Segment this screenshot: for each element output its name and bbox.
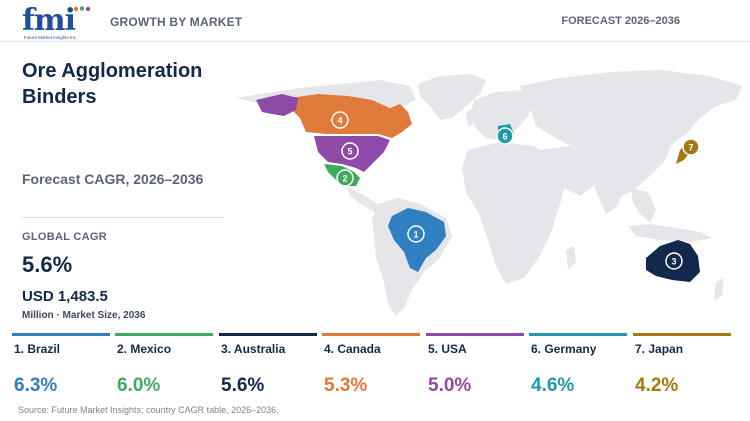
card-country-name: 4. Canada bbox=[324, 342, 381, 356]
card-country-name: 1. Brazil bbox=[14, 342, 61, 356]
source-note: Source: Future Market Insights; country … bbox=[18, 405, 279, 415]
country-cards: 1. Brazil 6.3% 2. Mexico 6.0% 3. Austral… bbox=[12, 333, 736, 403]
card-germany[interactable]: 6. Germany 4.6% bbox=[529, 333, 627, 403]
marker-1[interactable]: 1 bbox=[407, 225, 425, 243]
card-accent-bar bbox=[12, 333, 110, 336]
marker-2[interactable]: 2 bbox=[336, 169, 354, 187]
marker-4-label: 4 bbox=[337, 116, 342, 126]
marker-6[interactable]: 6 bbox=[496, 127, 514, 145]
market-size-note: Million · Market Size, 2036 bbox=[22, 310, 146, 321]
card-cagr-value: 6.3% bbox=[14, 375, 58, 396]
marker-3[interactable]: 3 bbox=[665, 252, 683, 270]
card-cagr-value: 4.2% bbox=[635, 375, 679, 396]
marker-1-label: 1 bbox=[413, 230, 418, 240]
card-mexico[interactable]: 2. Mexico 6.0% bbox=[115, 333, 213, 403]
map-country-australia[interactable] bbox=[646, 240, 700, 282]
marker-7[interactable]: 7 bbox=[682, 138, 700, 156]
card-australia[interactable]: 3. Australia 5.6% bbox=[219, 333, 317, 403]
card-country-name: 7. Japan bbox=[635, 342, 684, 356]
map-region-alaska[interactable] bbox=[256, 94, 298, 116]
card-accent-bar bbox=[426, 333, 524, 336]
global-cagr-value: 5.6% bbox=[22, 252, 73, 277]
card-country-name: 5. USA bbox=[428, 342, 467, 356]
card-country-name: 3. Australia bbox=[221, 342, 286, 356]
marker-5[interactable]: 5 bbox=[341, 142, 359, 160]
logo-wordmark: fmi bbox=[22, 3, 76, 38]
map-country-usa[interactable] bbox=[314, 136, 390, 172]
map-country-germany[interactable] bbox=[498, 124, 514, 142]
chart-subtitle: Forecast CAGR, 2026–2036 bbox=[22, 171, 204, 187]
forecast-label: FORECAST 2026–2036 bbox=[561, 15, 680, 27]
kpi-divider bbox=[22, 217, 225, 218]
page-title: Ore Agglomeration Binders bbox=[22, 60, 203, 108]
marker-2-label: 2 bbox=[342, 174, 347, 184]
card-accent-bar bbox=[322, 333, 420, 336]
market-size-value: USD 1,483.5 bbox=[22, 288, 108, 305]
fmi-logo[interactable]: fmi Future Market Insights Inc. bbox=[22, 6, 92, 42]
card-country-name: 6. Germany bbox=[531, 342, 597, 356]
card-cagr-value: 6.0% bbox=[117, 375, 161, 396]
card-cagr-value: 5.3% bbox=[324, 375, 368, 396]
card-accent-bar bbox=[115, 333, 213, 336]
map-country-mexico[interactable] bbox=[324, 164, 360, 186]
card-japan[interactable]: 7. Japan 4.2% bbox=[633, 333, 731, 403]
map-landmass bbox=[236, 70, 742, 316]
logo-people-icon bbox=[73, 6, 91, 12]
marker-5-label: 5 bbox=[347, 147, 352, 157]
card-cagr-value: 5.6% bbox=[221, 375, 265, 396]
card-brazil[interactable]: 1. Brazil 6.3% bbox=[12, 333, 110, 403]
logo-tagline: Future Market Insights Inc. bbox=[24, 35, 78, 40]
header-bar: fmi Future Market Insights Inc. GROWTH B… bbox=[0, 0, 750, 42]
card-accent-bar bbox=[219, 333, 317, 336]
section-label: GROWTH BY MARKET bbox=[110, 15, 243, 29]
card-accent-bar bbox=[529, 333, 627, 336]
card-usa[interactable]: 5. USA 5.0% bbox=[426, 333, 524, 403]
marker-6-label: 6 bbox=[502, 132, 507, 142]
card-canada[interactable]: 4. Canada 5.3% bbox=[322, 333, 420, 403]
marker-3-label: 3 bbox=[671, 257, 676, 267]
card-country-name: 2. Mexico bbox=[117, 342, 172, 356]
card-accent-bar bbox=[633, 333, 731, 336]
marker-4[interactable]: 4 bbox=[331, 111, 349, 129]
global-cagr-label: GLOBAL CAGR bbox=[22, 231, 107, 243]
map-country-japan[interactable] bbox=[676, 138, 694, 164]
card-cagr-value: 5.0% bbox=[428, 375, 472, 396]
marker-7-label: 7 bbox=[688, 143, 693, 153]
map-country-brazil[interactable] bbox=[388, 208, 446, 272]
card-cagr-value: 4.6% bbox=[531, 375, 575, 396]
map-country-canada[interactable] bbox=[262, 94, 412, 138]
